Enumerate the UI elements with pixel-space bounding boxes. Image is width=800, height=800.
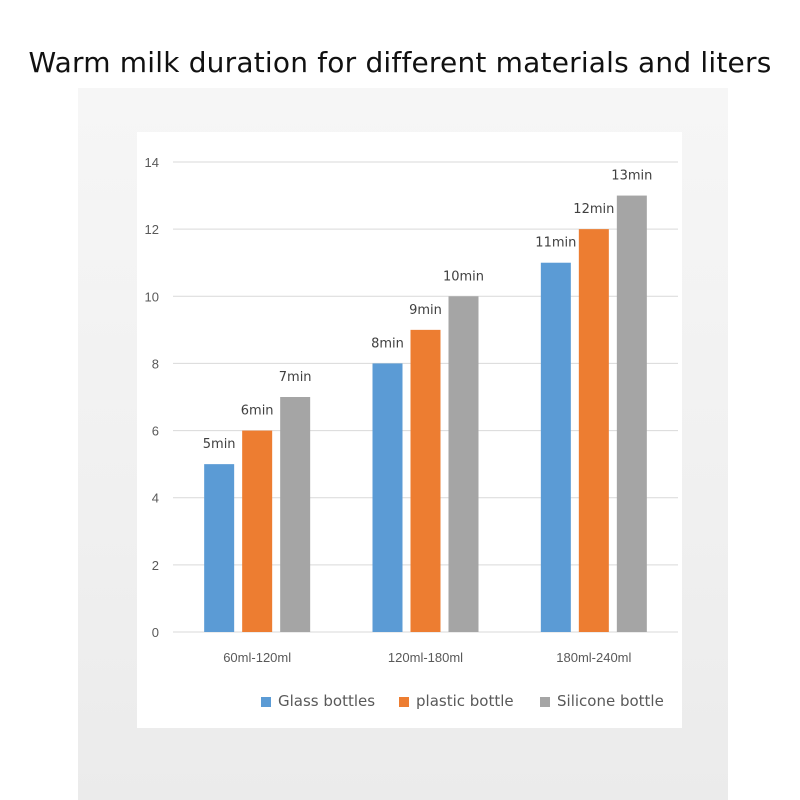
y-tick-label: 12 bbox=[145, 222, 159, 237]
y-tick-label: 6 bbox=[152, 424, 159, 439]
legend-label: Silicone bottle bbox=[557, 692, 664, 710]
data-labels: 5min 6min 7min 8min 9min 10min 11min 12min 13min bbox=[203, 169, 653, 453]
data-label: 10min bbox=[443, 269, 484, 284]
legend-swatch bbox=[540, 697, 550, 707]
legend-label: plastic bottle bbox=[416, 692, 514, 710]
data-label: 9min bbox=[409, 303, 442, 318]
bar bbox=[204, 464, 235, 632]
y-tick-label: 14 bbox=[145, 155, 159, 170]
x-category-label: 180ml-240ml bbox=[556, 650, 631, 665]
data-label: 5min bbox=[203, 437, 236, 452]
x-category-label: 60ml-120ml bbox=[223, 650, 291, 665]
legend-swatch bbox=[399, 697, 409, 707]
bar bbox=[448, 296, 479, 632]
y-tick-label: 10 bbox=[145, 289, 159, 304]
bar bbox=[578, 229, 609, 632]
data-label: 6min bbox=[241, 404, 274, 419]
chart-panel: 0 2 4 6 8 10 12 14 5min 6min 7min 8min 9min 10min 11m… bbox=[137, 132, 682, 728]
legend-swatch bbox=[261, 697, 271, 707]
x-category-label: 120ml-180ml bbox=[388, 650, 463, 665]
x-axis-categories: 60ml-120ml 120ml-180ml 180ml-240ml bbox=[223, 650, 631, 665]
y-tick-label: 8 bbox=[152, 356, 159, 371]
data-label: 11min bbox=[535, 236, 576, 251]
bar bbox=[410, 329, 441, 632]
legend: Glass bottles plastic bottle Silicone bott… bbox=[261, 692, 664, 710]
y-tick-label: 4 bbox=[152, 491, 159, 506]
bar bbox=[540, 262, 571, 632]
bars bbox=[204, 195, 647, 633]
data-label: 13min bbox=[611, 169, 652, 184]
bar bbox=[372, 363, 403, 632]
data-label: 8min bbox=[371, 336, 404, 351]
legend-label: Glass bottles bbox=[278, 692, 375, 710]
bar bbox=[280, 397, 311, 632]
bar bbox=[616, 195, 647, 633]
y-tick-label: 0 bbox=[152, 625, 159, 640]
y-tick-label: 2 bbox=[152, 558, 159, 573]
bar bbox=[242, 430, 273, 632]
data-label: 12min bbox=[573, 202, 614, 217]
y-axis-ticks: 0 2 4 6 8 10 12 14 bbox=[145, 155, 159, 640]
bar-chart: 0 2 4 6 8 10 12 14 5min 6min 7min 8min 9min 10min 11m… bbox=[145, 155, 678, 710]
data-label: 7min bbox=[279, 370, 312, 385]
chart-title: Warm milk duration for different materia… bbox=[28, 46, 772, 79]
